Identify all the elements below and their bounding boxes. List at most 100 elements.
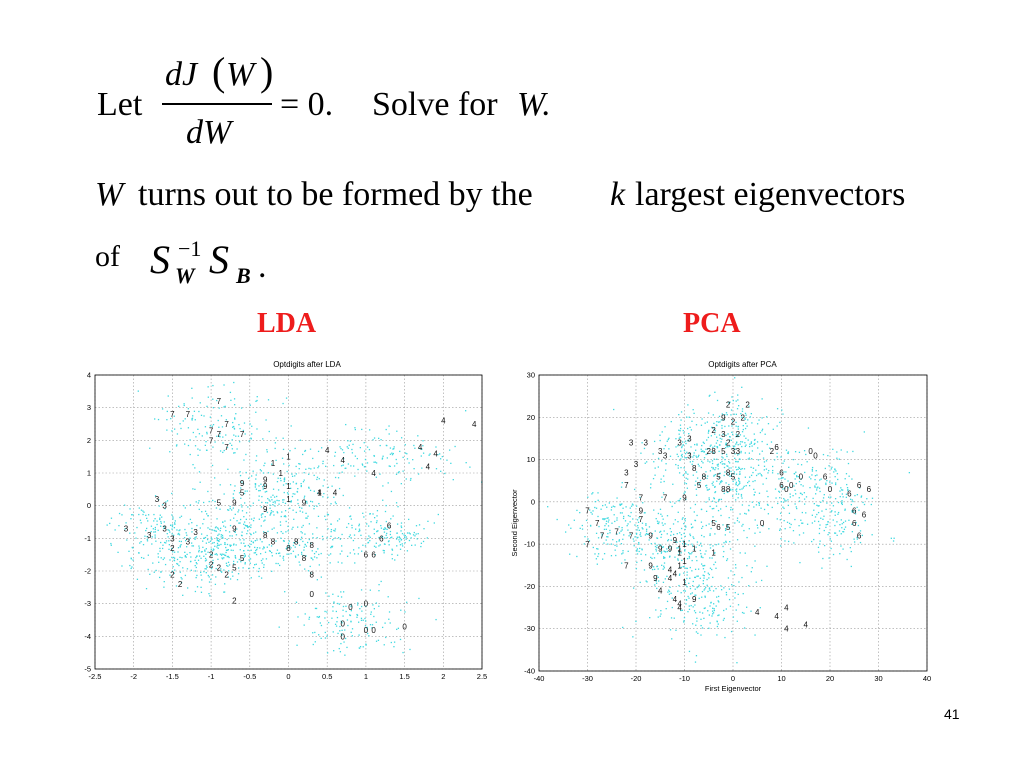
data-point-8 — [346, 555, 349, 557]
data-point-8 — [707, 489, 709, 491]
data-point-5 — [737, 497, 739, 499]
data-point-6 — [842, 531, 845, 533]
data-point-8 — [280, 530, 282, 533]
data-point-8 — [717, 468, 719, 470]
data-point-8 — [686, 487, 689, 489]
data-point-9 — [231, 535, 233, 537]
data-point-6 — [848, 519, 850, 521]
data-point-0 — [362, 646, 364, 648]
data-point-9 — [647, 533, 650, 535]
data-point-5 — [709, 505, 711, 508]
data-point-9 — [662, 518, 664, 520]
data-point-4 — [422, 452, 425, 454]
data-point-4 — [680, 592, 682, 594]
data-point-5 — [711, 482, 713, 485]
data-point-5 — [725, 505, 727, 508]
data-point-5 — [221, 558, 224, 560]
data-point-5 — [712, 467, 715, 469]
data-point-9 — [709, 547, 712, 549]
data-point-7 — [598, 525, 600, 528]
data-point-4 — [396, 430, 398, 432]
data-point-9 — [229, 507, 231, 510]
data-point-2 — [184, 574, 187, 577]
data-point-5 — [233, 543, 235, 545]
data-point-6 — [849, 498, 852, 500]
data-point-5 — [196, 574, 198, 577]
data-point-2 — [200, 551, 203, 553]
digit-label-0: 0 — [340, 619, 345, 628]
digit-label-3: 3 — [663, 451, 668, 460]
data-point-7 — [604, 525, 606, 527]
data-point-9 — [244, 502, 246, 504]
data-point-9 — [273, 514, 275, 516]
data-point-9 — [225, 549, 228, 551]
digit-label-7: 7 — [585, 506, 590, 515]
data-point-6 — [406, 550, 409, 552]
data-point-0 — [780, 477, 782, 480]
digit-label-0: 0 — [364, 626, 369, 635]
data-point-2 — [179, 545, 181, 547]
data-point-3 — [177, 533, 179, 535]
data-point-6 — [375, 521, 378, 524]
data-point-7 — [248, 440, 250, 442]
data-point-3 — [681, 446, 683, 449]
data-point-1 — [254, 486, 257, 488]
data-point-4 — [717, 614, 719, 617]
data-point-7 — [576, 509, 578, 512]
data-point-1 — [724, 534, 726, 536]
data-point-7 — [627, 514, 630, 517]
data-point-0 — [333, 650, 335, 652]
data-point-5 — [205, 548, 207, 550]
data-point-0 — [832, 448, 834, 450]
data-point-0 — [326, 635, 328, 637]
digit-label-3: 3 — [687, 434, 692, 443]
data-point-8 — [686, 451, 688, 453]
data-point-6 — [834, 524, 836, 527]
data-point-3 — [732, 445, 735, 448]
data-point-7 — [588, 540, 591, 542]
data-point-1 — [305, 468, 307, 470]
data-point-4 — [397, 472, 400, 474]
data-point-8 — [277, 562, 279, 565]
data-point-3 — [194, 537, 196, 539]
data-point-8 — [757, 459, 760, 461]
data-point-6 — [822, 497, 825, 499]
data-point-3 — [142, 510, 144, 512]
data-point-6 — [386, 528, 388, 531]
data-point-9 — [643, 569, 646, 571]
data-point-0 — [806, 461, 808, 463]
digit-label-7: 7 — [600, 532, 605, 541]
data-point-4 — [364, 458, 367, 461]
data-point-3 — [717, 463, 719, 465]
data-point-5 — [734, 457, 736, 460]
data-point-3 — [686, 427, 689, 430]
data-point-8 — [727, 474, 729, 476]
data-point-2 — [751, 450, 754, 452]
digit-label-3: 3 — [155, 495, 160, 504]
data-point-9 — [211, 538, 213, 540]
digit-label-2: 2 — [770, 447, 775, 456]
data-point-6 — [376, 510, 379, 512]
digit-label-6: 6 — [857, 481, 862, 490]
data-point-0 — [753, 488, 755, 491]
data-point-5 — [709, 461, 711, 463]
data-point-2 — [211, 554, 213, 556]
data-point-6 — [866, 498, 868, 500]
data-point-3 — [131, 546, 133, 549]
data-point-6 — [375, 546, 377, 548]
data-point-6 — [391, 536, 393, 538]
data-point-2 — [741, 386, 743, 388]
data-point-7 — [233, 452, 235, 454]
digit-label-5: 5 — [240, 554, 245, 563]
data-point-8 — [303, 549, 305, 551]
data-point-3 — [114, 529, 116, 531]
data-point-8 — [367, 525, 370, 527]
data-point-4 — [665, 608, 667, 610]
data-point-9 — [313, 508, 315, 510]
data-point-1 — [690, 553, 692, 555]
data-point-3 — [662, 475, 665, 477]
data-point-5 — [738, 521, 740, 523]
data-point-6 — [801, 522, 803, 524]
data-point-1 — [303, 495, 306, 497]
data-point-6 — [860, 495, 863, 497]
